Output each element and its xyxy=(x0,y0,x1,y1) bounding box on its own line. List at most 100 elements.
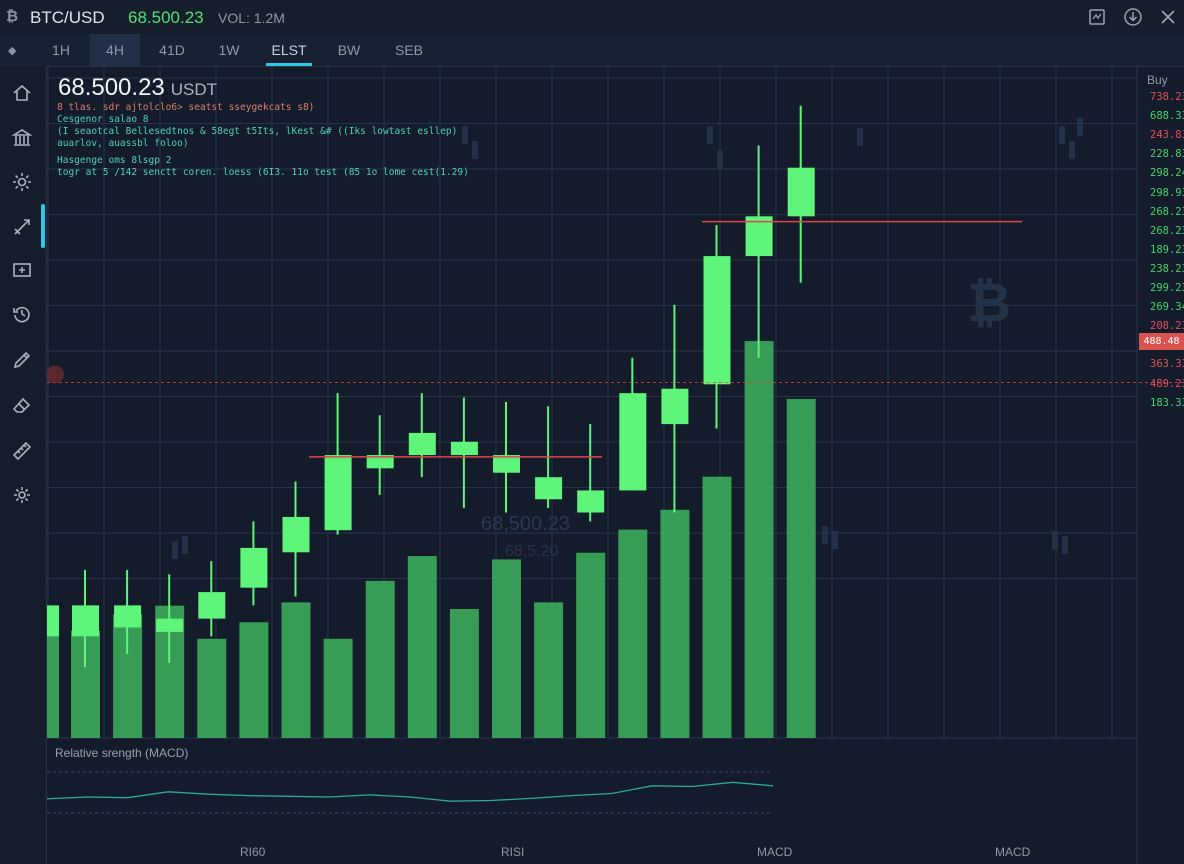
buy-label: Buy xyxy=(1147,73,1168,87)
timeframe-elst[interactable]: ELST xyxy=(264,34,314,66)
background-bar xyxy=(857,128,863,146)
bitcoin-watermark-icon: ₿ xyxy=(967,271,1011,334)
current-price: 68.500.23 xyxy=(128,8,204,27)
price-scale-label: 299.23 xyxy=(1150,282,1184,294)
annotation-line: 8 tlas. sdr ajtolclo6> seatst sseygekcat… xyxy=(57,102,315,113)
candle-body xyxy=(282,516,310,553)
volume-bar xyxy=(618,529,648,738)
price-scale-label: 363.33 xyxy=(1150,358,1184,371)
candle-body xyxy=(72,605,99,637)
history-icon[interactable] xyxy=(8,300,36,328)
download-icon[interactable] xyxy=(1123,7,1143,27)
timeframe-seb[interactable]: SEB xyxy=(394,42,423,58)
background-bar xyxy=(472,141,478,159)
candle-body xyxy=(366,455,394,469)
background-decoration xyxy=(172,118,1083,559)
bottom-label: MACD xyxy=(995,845,1031,859)
volume-bar xyxy=(281,602,311,738)
pencil-icon[interactable] xyxy=(8,346,36,374)
price-scale-label: 489.23 xyxy=(1150,377,1184,390)
price-scale-label: 183.33 xyxy=(1150,396,1184,409)
candle-body xyxy=(156,618,184,632)
pair-label[interactable]: BTC/USD xyxy=(30,8,105,27)
candle-body xyxy=(577,490,605,513)
draw-trend-icon[interactable] xyxy=(8,213,36,241)
timeframe-1h[interactable]: 1H xyxy=(52,42,70,58)
macd-pane xyxy=(47,771,774,814)
volume-bars xyxy=(47,341,816,738)
volume-bar xyxy=(365,580,395,738)
candle-body xyxy=(745,216,773,257)
level-lines xyxy=(47,220,1184,458)
candle-body xyxy=(661,388,689,425)
volume-bar xyxy=(744,341,774,738)
gear-icon[interactable] xyxy=(8,481,36,509)
add-panel-icon[interactable] xyxy=(8,256,36,284)
macd-line xyxy=(47,781,774,802)
eraser-icon[interactable] xyxy=(8,391,36,419)
bottom-label: RI60 xyxy=(240,845,266,859)
timeframe-1w[interactable]: 1W xyxy=(218,42,240,58)
candle-body xyxy=(787,167,815,217)
background-bar xyxy=(832,531,838,549)
price-unit: USDT xyxy=(170,80,218,99)
background-bar xyxy=(707,126,713,144)
price-scale-label: 298.24 xyxy=(1150,167,1184,180)
annotation-line: Hasgenge oms 8lsgp 2 xyxy=(57,155,172,166)
diamond-icon: ◆ xyxy=(8,45,17,57)
price-scale-label: 688.33 xyxy=(1150,110,1184,123)
candle-body xyxy=(450,441,478,456)
background-bar xyxy=(1077,118,1083,136)
background-bar xyxy=(1059,126,1065,144)
chart-grid xyxy=(47,66,1138,864)
candle-body xyxy=(493,455,520,473)
volume-bar xyxy=(323,638,353,738)
background-bar xyxy=(1062,536,1068,554)
volume-bar xyxy=(702,476,732,738)
price-scale-label: 268.23 xyxy=(1150,224,1184,237)
background-bar xyxy=(182,536,188,554)
candle-body xyxy=(408,432,436,456)
timeframe-bw[interactable]: BW xyxy=(337,42,361,58)
volume-bar xyxy=(47,628,59,738)
indicator-label: Relative srength (MACD) xyxy=(55,746,189,760)
timeframe-41d[interactable]: 41D xyxy=(159,42,185,58)
ruler-icon[interactable] xyxy=(8,437,36,465)
close-icon[interactable] xyxy=(1158,7,1178,27)
candle-body xyxy=(114,605,142,628)
price-scale-label: 268.23 xyxy=(1150,205,1184,218)
price-scale-label: 189.23 xyxy=(1150,243,1184,256)
volume-bar xyxy=(449,609,479,738)
candle-body xyxy=(535,477,563,500)
bottom-label: RISI xyxy=(501,845,525,859)
candles xyxy=(47,105,815,668)
price-scale-label: 243.83 xyxy=(1150,129,1184,142)
price-scale-label: 228.83 xyxy=(1150,148,1184,161)
volume-bar xyxy=(534,602,564,738)
current-price-tag: 488.48 xyxy=(1139,333,1184,350)
background-bar xyxy=(462,126,468,144)
price-scale-label: 738.23 xyxy=(1150,91,1184,103)
price-scale-label: 269.34 xyxy=(1150,301,1184,314)
annotation-line: Cesgenor salao 8 xyxy=(57,114,149,125)
candle-body xyxy=(240,547,268,588)
annotation-line: (I seaotcal Bellesedtnos & 58egt t5Its, … xyxy=(57,126,458,137)
timeframe-4h[interactable]: 4H xyxy=(90,34,140,66)
home-icon[interactable] xyxy=(8,79,36,107)
background-bar xyxy=(1069,141,1075,159)
volume-bar xyxy=(660,509,690,738)
price-scale-label: 298.93 xyxy=(1150,186,1184,199)
annotation-line: togr at 5 /142 senctt coren. loess (6I3.… xyxy=(57,167,469,178)
annotation-line: auarlov, auassbl foloo) xyxy=(57,138,189,149)
price-watermark: 68,500.23 68,5.20 ₿ xyxy=(481,271,1011,560)
bottom-label: MACD xyxy=(757,845,793,859)
volume-bar xyxy=(786,398,816,738)
top-bar: ₿ BTC/USD 68.500.23 VOL: 1.2M xyxy=(0,0,1184,35)
candle-body xyxy=(47,605,59,637)
bank-icon[interactable] xyxy=(8,124,36,152)
price-chart[interactable]: 68,500.23 68,5.20 ₿ xyxy=(47,66,1184,864)
candle-body xyxy=(703,256,731,385)
price-scale-label: 238.23 xyxy=(1150,262,1184,275)
settings-icon[interactable] xyxy=(8,168,36,196)
chart-type-icon[interactable] xyxy=(1087,7,1107,27)
